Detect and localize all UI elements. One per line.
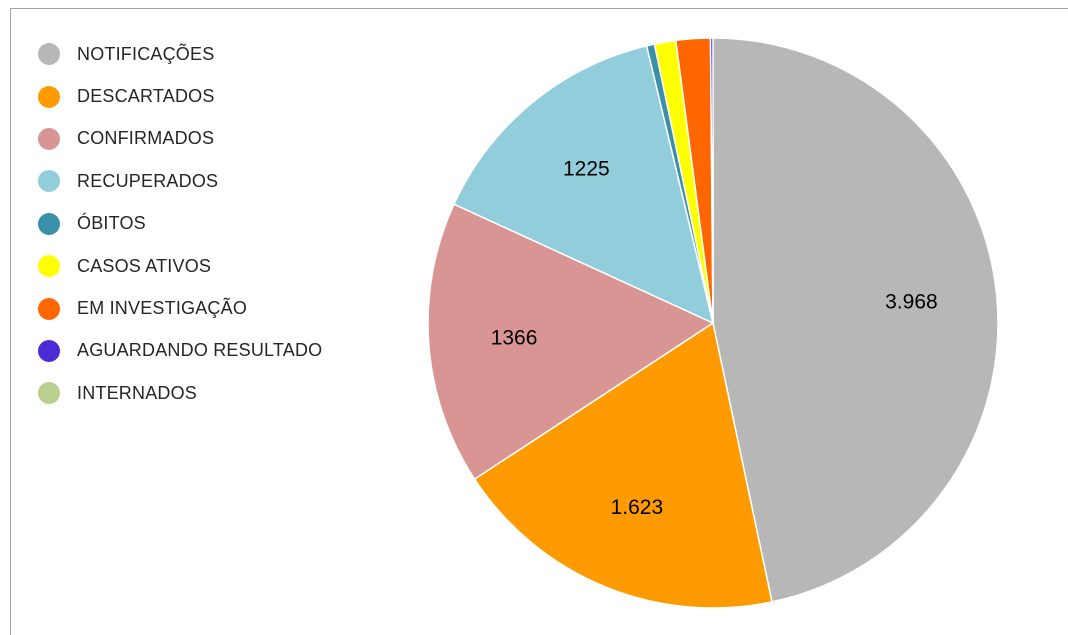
legend-swatch-notificacoes bbox=[38, 43, 60, 66]
legend-label-notificacoes: NOTIFICAÇÕES bbox=[77, 43, 215, 64]
data-label-descartados: 1.623 bbox=[611, 496, 664, 519]
legend-swatch-confirmados bbox=[38, 127, 60, 150]
legend-label-confirmados: CONFIRMADOS bbox=[77, 128, 215, 149]
pie-slice-aguardando-resultado bbox=[709, 37, 714, 324]
legend-item-obitos: ÓBITOS bbox=[38, 203, 322, 245]
data-label-confirmados: 1366 bbox=[491, 326, 538, 349]
legend-item-em-investigacao: EM INVESTIGAÇÃO bbox=[38, 287, 322, 329]
legend-item-aguardando-resultado: AGUARDANDO RESULTADO bbox=[38, 330, 322, 372]
legend-item-recuperados: RECUPERADOS bbox=[38, 160, 322, 202]
legend-label-internados: INTERNADOS bbox=[77, 382, 198, 403]
pie-slice-notificacoes bbox=[712, 37, 999, 603]
legend-label-casos-ativos: CASOS ATIVOS bbox=[77, 255, 212, 276]
pie-data-labels: 3.968 1.623 1366 1225 bbox=[491, 157, 938, 519]
legend-item-descartados: DESCARTADOS bbox=[38, 75, 322, 117]
legend-swatch-casos-ativos bbox=[38, 255, 60, 278]
legend-label-obitos: ÓBITOS bbox=[77, 213, 146, 234]
legend-label-descartados: DESCARTADOS bbox=[77, 86, 215, 107]
pie-slice-recuperados bbox=[452, 44, 715, 325]
legend-swatch-aguardando-resultado bbox=[38, 339, 60, 362]
legend-label-em-investigacao: EM INVESTIGAÇÃO bbox=[77, 298, 248, 319]
chart-legend: NOTIFICAÇÕES DESCARTADOS CONFIRMADOS REC… bbox=[38, 33, 322, 415]
legend-item-confirmados: CONFIRMADOS bbox=[38, 118, 322, 160]
legend-item-casos-ativos: CASOS ATIVOS bbox=[38, 245, 322, 287]
legend-swatch-obitos bbox=[38, 212, 60, 235]
legend-label-aguardando-resultado: AGUARDANDO RESULTADO bbox=[77, 340, 323, 361]
legend-swatch-descartados bbox=[38, 85, 60, 108]
pie-slice-descartados bbox=[473, 321, 773, 609]
legend-item-notificacoes: NOTIFICAÇÕES bbox=[38, 33, 322, 75]
legend-label-recuperados: RECUPERADOS bbox=[77, 170, 219, 191]
data-label-notificacoes: 3.968 bbox=[885, 291, 938, 314]
pie-slice-confirmados bbox=[427, 203, 715, 481]
legend-item-internados: INTERNADOS bbox=[38, 372, 322, 414]
data-label-recuperados: 1225 bbox=[563, 157, 610, 180]
pie-slices bbox=[427, 37, 999, 609]
legend-swatch-em-investigacao bbox=[38, 297, 60, 320]
legend-swatch-internados bbox=[38, 382, 60, 405]
legend-swatch-recuperados bbox=[38, 170, 60, 193]
